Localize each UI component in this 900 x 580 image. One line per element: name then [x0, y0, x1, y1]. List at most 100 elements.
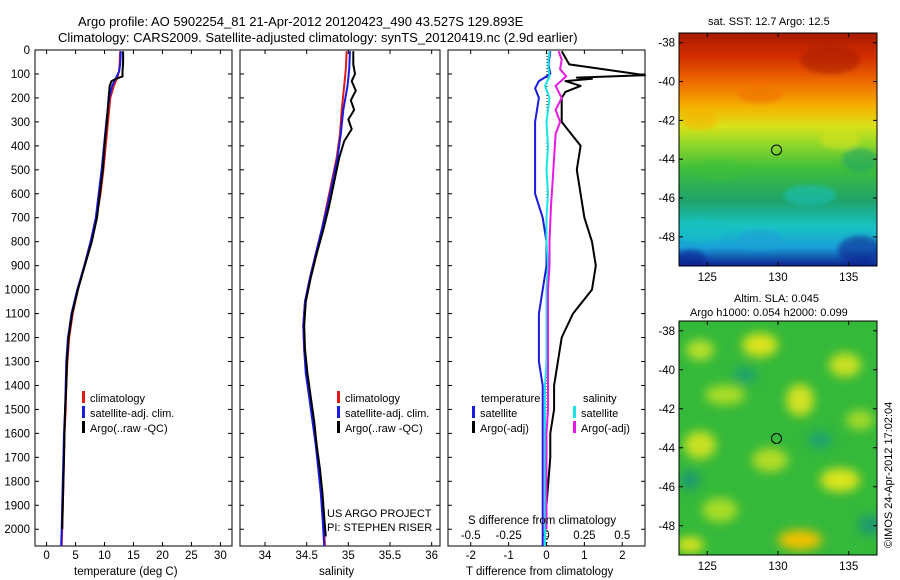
legend-swatch-climatology — [337, 391, 340, 403]
depth-tick-label: 700 — [11, 213, 30, 225]
map-lon-tick-label: 125 — [698, 272, 717, 284]
legend-title-salinity: salinity — [583, 393, 617, 405]
map-lat-tick-label: -40 — [658, 77, 675, 89]
depth-tick-label: 800 — [11, 237, 30, 249]
map-lat-tick-label: -46 — [658, 482, 675, 494]
difference-series — [534, 50, 646, 546]
salinity-x-axis: 34 34.5 35 35.5 36 — [259, 50, 438, 562]
depth-tick-label: 1800 — [4, 476, 30, 488]
map-lat-tick-label: -48 — [658, 232, 675, 244]
legend-swatch-t-satellite — [472, 406, 475, 418]
legend-swatch-argo — [82, 421, 85, 433]
depth-tick-label: 600 — [11, 189, 30, 201]
map-lon-tick-label: 135 — [839, 561, 858, 573]
difference-legend-temperature: temperature satellite Argo(-adj) — [472, 393, 540, 435]
series-line-salinity-satellite — [544, 51, 551, 546]
s-difference-tick-label: -0.25 — [496, 530, 522, 542]
legend-swatch-argo — [337, 421, 340, 433]
temperature-tick-label: 15 — [127, 550, 140, 562]
s-difference-x-axis: -0.5-0.2500.250.5 — [461, 530, 630, 542]
legend-label-s-satellite: satellite — [581, 408, 618, 420]
legend-swatch-satellite — [337, 406, 340, 418]
temperature-tick-label: 10 — [98, 550, 111, 562]
sla-argo-location-marker — [771, 433, 782, 444]
legend-label-climatology: climatology — [90, 393, 146, 405]
t-difference-xlabel: T difference from climatology — [466, 566, 613, 578]
temperature-tick-label: 20 — [156, 550, 169, 562]
depth-tick-label: 2000 — [4, 524, 30, 536]
sla-heatmap — [679, 321, 877, 555]
sla-map-title-line2: Argo h1000: 0.054 h2000: 0.099 — [690, 307, 848, 319]
depth-tick-label: 400 — [11, 141, 30, 153]
map-lon-tick-label: 130 — [768, 561, 787, 573]
salinity-tick-label: 35 — [342, 550, 355, 562]
depth-tick-label: 1100 — [5, 309, 30, 321]
s-difference-tick-label: -0.5 — [461, 530, 481, 542]
depth-tick-label: 1000 — [4, 285, 30, 297]
depth-tick-label: 1700 — [4, 452, 30, 464]
depth-tick-label: 1600 — [4, 428, 30, 440]
series-line-salinity-argo-adj — [545, 50, 568, 530]
depth-tick-label: 0 — [24, 45, 30, 57]
series-line-temperature-satellite — [534, 51, 552, 546]
legend-label-climatology: climatology — [345, 393, 401, 405]
sla-map-title-line1: Altim. SLA: 0.045 — [734, 293, 819, 305]
legend-label-argo: Argo(..raw -QC) — [345, 423, 423, 435]
salinity-series — [302, 51, 357, 547]
map-lon-tick-label: 125 — [698, 561, 717, 573]
temperature-tick-label: 25 — [185, 550, 198, 562]
salinity-tick-label: 34.5 — [295, 550, 317, 562]
map-lat-tick-label: -44 — [658, 154, 675, 166]
series-line-argo-raw-qc — [303, 51, 357, 537]
t-difference-x-axis: -2 -1 0 1 2 — [466, 50, 625, 562]
map-lat-tick-label: -44 — [658, 443, 675, 455]
t-difference-tick-label: 1 — [581, 550, 587, 562]
sla-map-axes: 125 130 135 -38 -40 -42 -44 -46 -48 — [658, 321, 877, 573]
map-lat-tick-label: -38 — [658, 38, 675, 50]
legend-swatch-climatology — [82, 391, 85, 403]
depth-tick-label: 1900 — [4, 500, 30, 512]
map-lon-tick-label: 130 — [768, 272, 787, 284]
legend-label-argo: Argo(..raw -QC) — [90, 423, 168, 435]
depth-tick-label: 300 — [11, 117, 30, 129]
map-lon-tick-label: 135 — [839, 272, 858, 284]
legend-swatch-satellite — [82, 406, 85, 418]
series-line-satellite-adj-clim — [302, 51, 351, 547]
map-lat-tick-label: -40 — [658, 365, 675, 377]
legend-label-satellite: satellite-adj. clim. — [90, 408, 174, 420]
salinity-xlabel: salinity — [319, 566, 354, 578]
depth-axis: 0 100 200 300 400 500 600 700 800 900 1000 1100 1200… — [4, 45, 645, 536]
t-difference-tick-label: -1 — [503, 550, 513, 562]
depth-tick-label: 900 — [11, 261, 30, 273]
salinity-tick-label: 34 — [259, 550, 272, 562]
map-lat-tick-label: -46 — [658, 193, 675, 205]
map-lat-tick-label: -42 — [658, 115, 675, 127]
t-difference-tick-label: -2 — [466, 550, 476, 562]
salinity-tick-label: 36 — [425, 550, 438, 562]
temperature-legend: climatology satellite-adj. clim. Argo(..… — [82, 391, 174, 435]
depth-tick-label: 500 — [11, 165, 30, 177]
legend-swatch-t-argo — [472, 421, 475, 433]
series-line-climatology — [60, 51, 122, 547]
legend-title-temperature: temperature — [481, 393, 540, 405]
depth-tick-label: 1300 — [4, 356, 30, 368]
map-lat-tick-label: -42 — [658, 404, 675, 416]
figure-title-line1: Argo profile: AO 5902254_81 21-Apr-2012 … — [78, 14, 524, 29]
t-difference-tick-label: 0 — [543, 550, 549, 562]
temperature-tick-label: 0 — [43, 550, 49, 562]
legend-label-t-argo: Argo(-adj) — [480, 423, 529, 435]
sst-map-title: sat. SST: 12.7 Argo: 12.5 — [708, 16, 830, 28]
project-label: US ARGO PROJECT — [327, 508, 432, 520]
sst-map-axes: 125 130 135 -38 -40 -42 -44 -46 -48 — [658, 33, 877, 284]
s-difference-xlabel: S difference from climatology — [468, 515, 616, 527]
series-line-climatology — [302, 51, 348, 547]
pi-label: PI: STEPHEN RISER — [327, 522, 432, 534]
depth-tick-label: 1500 — [4, 404, 30, 416]
depth-tick-label: 200 — [11, 93, 30, 105]
legend-swatch-s-argo — [573, 421, 576, 433]
imos-timestamp: ©IMOS 24-Apr-2012 17:02:04 — [883, 402, 895, 548]
salinity-tick-label: 35.5 — [379, 550, 401, 562]
legend-label-t-satellite: satellite — [480, 408, 517, 420]
series-line-argo-raw-qc — [61, 51, 125, 530]
